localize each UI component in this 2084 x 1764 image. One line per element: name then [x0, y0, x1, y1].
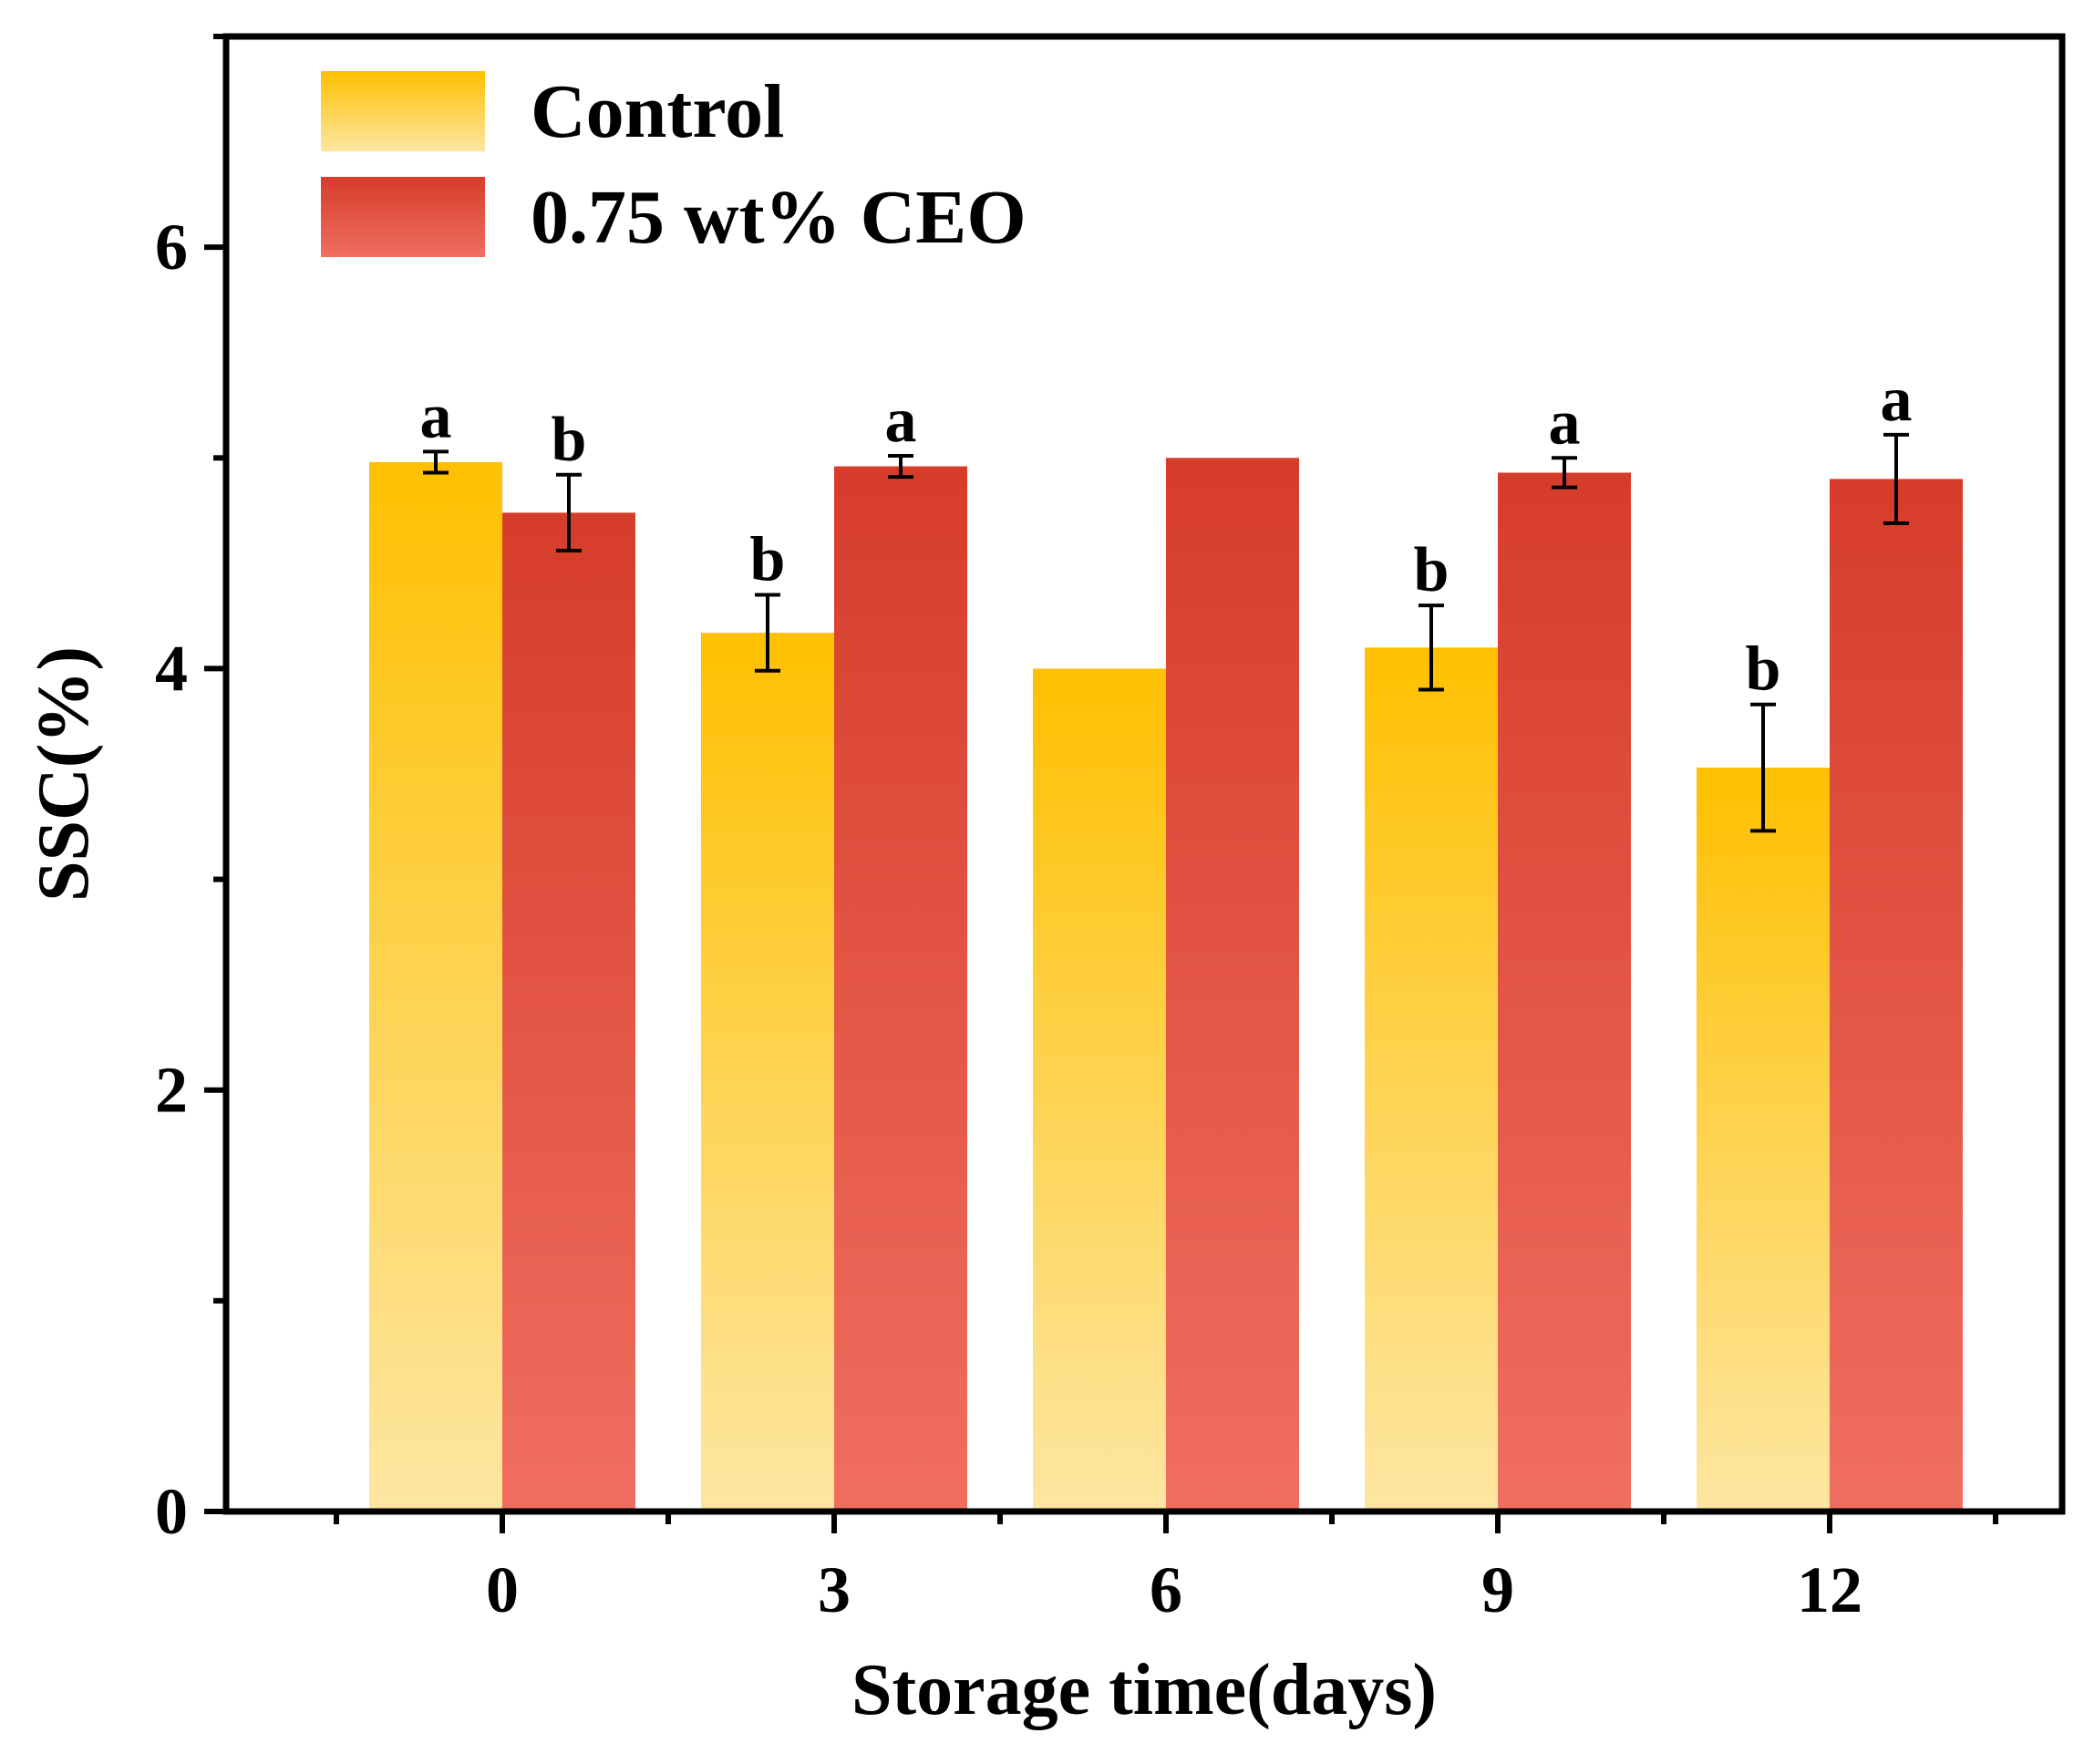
axes-layer: 0 2 4 6 0 3 6 9 12 — [155, 33, 2066, 1626]
x-tick-label-3: 3 — [818, 1553, 851, 1626]
bar-ceo-day-3 — [834, 466, 967, 1511]
bar-control-day-6 — [1033, 668, 1166, 1511]
y-tick-label-0: 0 — [155, 1475, 188, 1548]
bar-control-day-0 — [369, 461, 502, 1511]
plot-frame — [222, 33, 2066, 1515]
legend-label-1: 0.75 wt% CEO — [531, 175, 1027, 260]
bar-control-day-12 — [1697, 768, 1830, 1511]
bar-control-day-3 — [701, 633, 834, 1511]
x-axis-title: Storage time(days) — [851, 1650, 1437, 1730]
x-tick-label-12: 12 — [1797, 1553, 1862, 1626]
x-tick-label-6: 6 — [1150, 1553, 1182, 1626]
legend-label-0: Control — [531, 69, 784, 154]
x-tick-label-0: 0 — [486, 1553, 519, 1626]
significance-labels-layer: a b b a b a b a — [420, 365, 1913, 705]
y-tick-label-2: 2 — [155, 1054, 188, 1127]
legend: Control 0.75 wt% CEO — [321, 69, 1027, 260]
bar-ceo-day-12 — [1830, 479, 1963, 1511]
significance-label-0-3: b — [750, 525, 786, 595]
significance-label-1-3: a — [885, 386, 917, 456]
bar-ceo-day-9 — [1498, 472, 1631, 1511]
bar-ceo-day-0 — [502, 512, 635, 1512]
bar-control-day-9 — [1365, 647, 1498, 1511]
legend-swatch-0 — [321, 71, 485, 151]
y-axis-title: SSC(%) — [24, 646, 104, 902]
bars-layer — [369, 458, 1963, 1512]
significance-label-0-0: a — [420, 381, 452, 451]
significance-label-1-0: b — [552, 405, 587, 475]
legend-swatch-1 — [321, 177, 485, 257]
significance-label-1-12: a — [1881, 365, 1913, 435]
significance-label-0-9: b — [1414, 535, 1450, 605]
significance-label-1-9: a — [1549, 387, 1581, 458]
x-tick-label-9: 9 — [1481, 1553, 1514, 1626]
y-tick-label-6: 6 — [155, 211, 188, 284]
bar-ceo-day-6 — [1166, 458, 1299, 1512]
y-tick-label-4: 4 — [155, 632, 188, 705]
error-bars-layer — [423, 432, 1909, 833]
significance-label-0-12: b — [1746, 634, 1781, 705]
